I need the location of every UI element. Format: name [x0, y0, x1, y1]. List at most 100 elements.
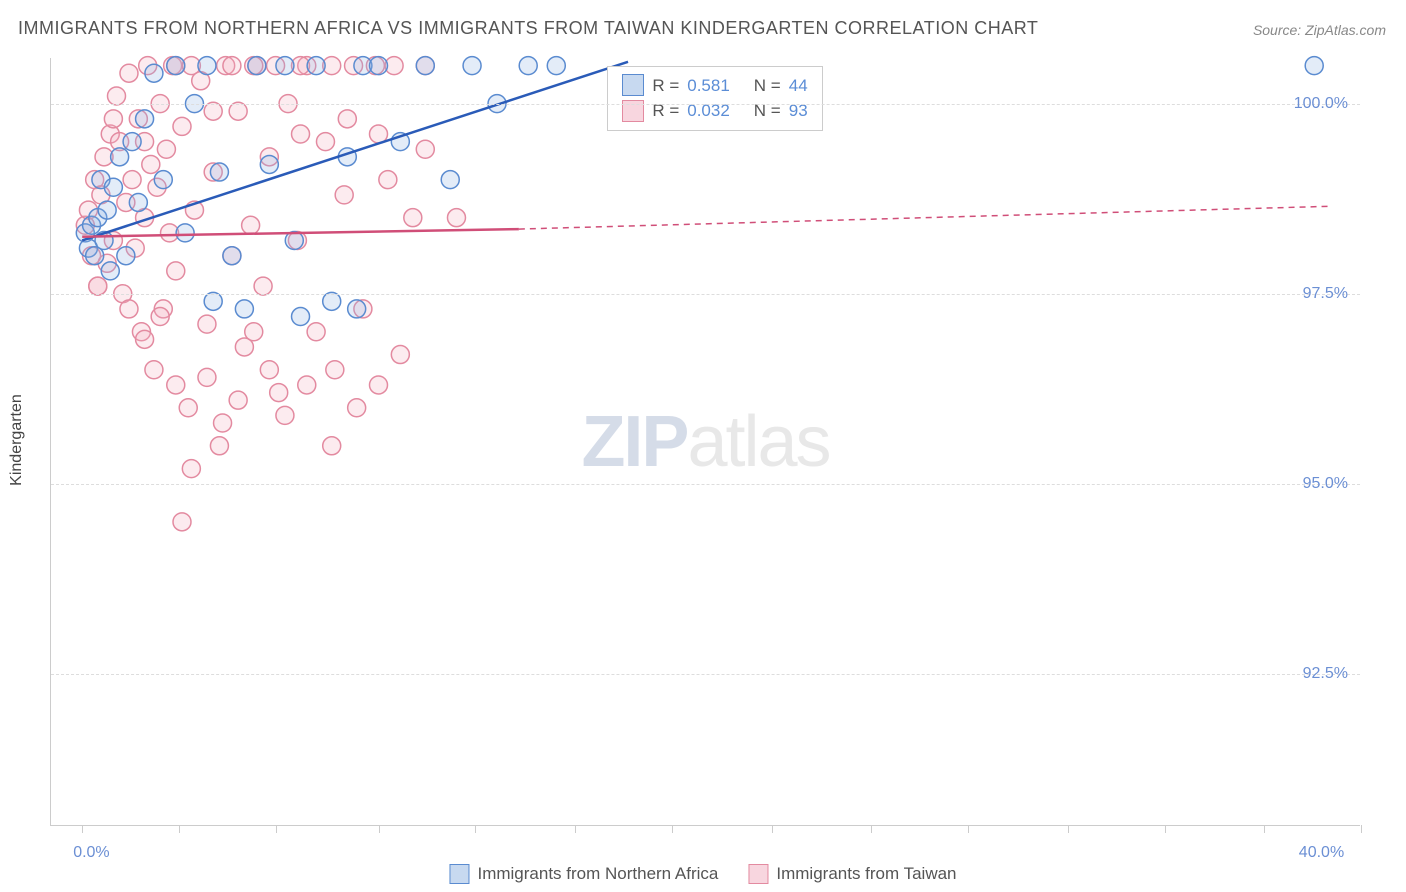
data-point — [173, 513, 191, 531]
data-point — [229, 102, 247, 120]
data-point — [151, 308, 169, 326]
data-point — [242, 216, 260, 234]
gridline — [51, 484, 1360, 485]
data-point — [198, 368, 216, 386]
data-point — [416, 57, 434, 75]
legend-swatch — [449, 864, 469, 884]
n-label: N = — [754, 98, 781, 124]
data-point — [404, 209, 422, 227]
data-point — [104, 178, 122, 196]
data-point — [235, 300, 253, 318]
x-tick — [1264, 825, 1265, 833]
data-point — [547, 57, 565, 75]
legend-swatch — [622, 74, 644, 96]
data-point — [379, 171, 397, 189]
data-point — [223, 57, 241, 75]
data-point — [276, 406, 294, 424]
n-value: 93 — [789, 98, 808, 124]
data-point — [298, 376, 316, 394]
legend: Immigrants from Northern Africa Immigrant… — [449, 864, 956, 884]
y-axis-label: Kindergarten — [8, 394, 26, 486]
data-point — [89, 277, 107, 295]
x-tick — [1068, 825, 1069, 833]
n-label: N = — [754, 73, 781, 99]
trend-line — [519, 206, 1330, 229]
x-tick — [1361, 825, 1362, 833]
x-tick — [276, 825, 277, 833]
y-tick-label: 95.0% — [1303, 475, 1348, 493]
data-point — [463, 57, 481, 75]
legend-label: Immigrants from Northern Africa — [477, 864, 718, 884]
data-point — [292, 308, 310, 326]
data-point — [323, 437, 341, 455]
data-point — [260, 155, 278, 173]
data-point — [447, 209, 465, 227]
y-tick-label: 100.0% — [1294, 95, 1348, 113]
data-point — [223, 247, 241, 265]
n-value: 44 — [789, 73, 808, 99]
data-point — [123, 171, 141, 189]
data-point — [370, 57, 388, 75]
r-label: R = — [652, 73, 679, 99]
data-point — [136, 110, 154, 128]
gridline — [51, 294, 1360, 295]
data-point — [154, 171, 172, 189]
chart-svg — [51, 58, 1360, 825]
data-point — [214, 414, 232, 432]
data-point — [145, 361, 163, 379]
data-point — [136, 330, 154, 348]
x-tick — [672, 825, 673, 833]
data-point — [335, 186, 353, 204]
data-point — [248, 57, 266, 75]
r-label: R = — [652, 98, 679, 124]
data-point — [260, 361, 278, 379]
data-point — [270, 384, 288, 402]
data-point — [173, 117, 191, 135]
data-point — [316, 133, 334, 151]
data-point — [326, 361, 344, 379]
data-point — [210, 437, 228, 455]
data-point — [176, 224, 194, 242]
data-point — [245, 323, 263, 341]
legend-label: Immigrants from Taiwan — [776, 864, 956, 884]
data-point — [254, 277, 272, 295]
data-point — [142, 155, 160, 173]
data-point — [204, 102, 222, 120]
x-tick — [475, 825, 476, 833]
x-axis-max-label: 40.0% — [1299, 844, 1344, 862]
x-tick — [968, 825, 969, 833]
data-point — [108, 87, 126, 105]
data-point — [391, 346, 409, 364]
x-tick — [179, 825, 180, 833]
data-point — [145, 64, 163, 82]
data-point — [120, 300, 138, 318]
data-point — [198, 315, 216, 333]
x-tick — [772, 825, 773, 833]
r-value: 0.032 — [687, 98, 730, 124]
data-point — [229, 391, 247, 409]
data-point — [98, 201, 116, 219]
data-point — [204, 292, 222, 310]
source-attribution: Source: ZipAtlas.com — [1253, 22, 1386, 38]
data-point — [157, 140, 175, 158]
data-point — [519, 57, 537, 75]
y-tick-label: 92.5% — [1303, 665, 1348, 683]
data-point — [104, 110, 122, 128]
data-point — [123, 133, 141, 151]
data-point — [167, 57, 185, 75]
x-tick — [575, 825, 576, 833]
data-point — [179, 399, 197, 417]
legend-item: Immigrants from Northern Africa — [449, 864, 718, 884]
data-point — [182, 460, 200, 478]
data-point — [210, 163, 228, 181]
data-point — [348, 300, 366, 318]
data-point — [292, 125, 310, 143]
x-tick — [1165, 825, 1166, 833]
legend-item: Immigrants from Taiwan — [748, 864, 956, 884]
x-tick — [82, 825, 83, 833]
plot-area: ZIPatlas R =0.581N =44R =0.032N =93 100.… — [50, 58, 1360, 826]
r-value: 0.581 — [687, 73, 730, 99]
data-point — [120, 64, 138, 82]
gridline — [51, 674, 1360, 675]
data-point — [198, 57, 216, 75]
